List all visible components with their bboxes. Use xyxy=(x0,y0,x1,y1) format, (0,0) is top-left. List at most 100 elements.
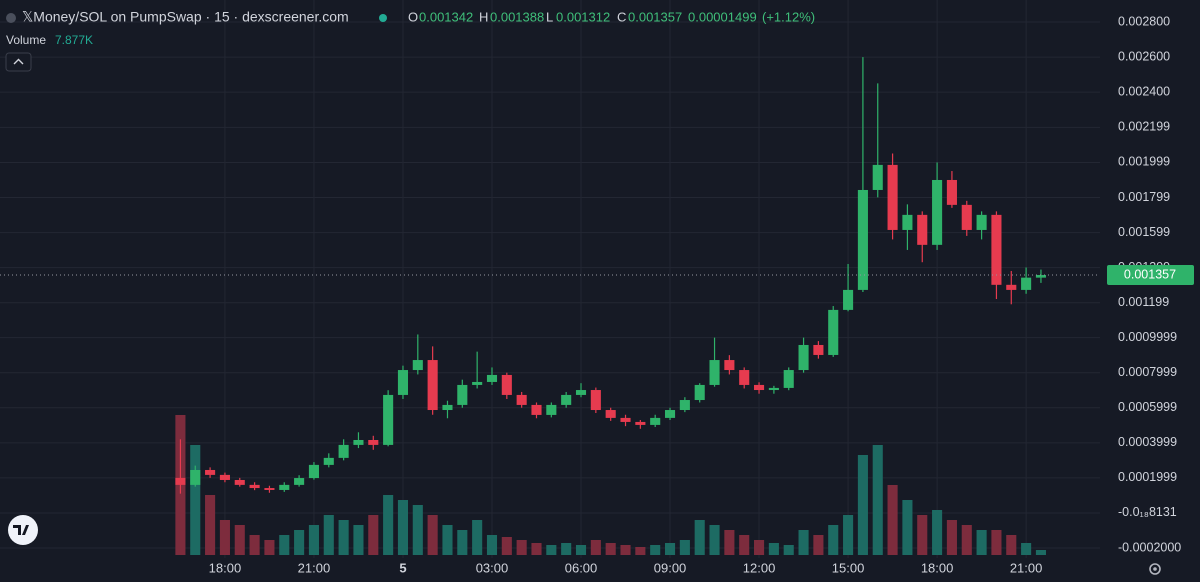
x-tick-label: 15:00 xyxy=(832,560,865,575)
y-tick-label: 0.001599 xyxy=(1118,225,1170,239)
volume-value: 7.877K xyxy=(55,33,93,47)
last-price-tag xyxy=(1107,265,1194,286)
candle-body xyxy=(219,474,230,480)
logo-mark[interactable] xyxy=(13,525,29,535)
candle-body xyxy=(976,214,987,230)
candle-body xyxy=(531,404,542,415)
volume-bar xyxy=(798,530,809,555)
settings-icon-center[interactable] xyxy=(1153,567,1157,571)
y-tick-label: -0.0002000 xyxy=(1118,540,1181,554)
candle-body xyxy=(457,384,468,405)
y-tick-label: 0.0007999 xyxy=(1118,365,1177,379)
candle-body xyxy=(650,417,661,425)
candle-body xyxy=(694,384,705,401)
volume-bar xyxy=(872,445,883,555)
volume-bar xyxy=(1006,535,1017,555)
volume-bar xyxy=(709,525,720,555)
x-tick-label: 5 xyxy=(399,560,406,575)
candle-body xyxy=(383,394,394,445)
candle-body xyxy=(175,477,186,485)
volume-bar xyxy=(679,540,690,555)
volume-bar xyxy=(294,530,305,555)
candle-body xyxy=(843,289,854,310)
candle-body xyxy=(501,374,512,395)
collapse-icon[interactable] xyxy=(13,58,24,65)
volume-layer xyxy=(175,415,1046,555)
settings-icon[interactable] xyxy=(1149,563,1161,575)
y-tick-label: 0.001199 xyxy=(1118,295,1169,309)
x-tick-label: 18:00 xyxy=(921,560,954,575)
candle-body xyxy=(234,479,245,485)
volume-bar xyxy=(472,520,483,555)
volume-bar xyxy=(1035,549,1046,555)
volume-bar xyxy=(605,543,616,555)
candle-body xyxy=(857,189,868,290)
settings-button[interactable] xyxy=(1149,563,1161,575)
x-tick-label: 18:00 xyxy=(209,560,242,575)
volume-bar xyxy=(635,547,646,555)
candle-body xyxy=(308,464,319,479)
axis-layer: 0.002800 0.002600 0.002400 0.002199 0.001999… xyxy=(209,14,1194,575)
collapse-button[interactable] xyxy=(5,52,32,72)
candle-body xyxy=(353,440,364,445)
volume-bar xyxy=(279,535,290,555)
volume-bar xyxy=(620,545,631,555)
volume-bar xyxy=(486,535,498,555)
volume-bar xyxy=(843,515,854,555)
volume-bar xyxy=(946,520,957,555)
candle-body xyxy=(739,370,750,385)
candle-body xyxy=(664,410,676,418)
ohlc-value: 0.001388 xyxy=(490,9,544,24)
candle-body xyxy=(516,394,527,405)
y-tick-label: 0.0009999 xyxy=(1118,330,1177,344)
volume-bar xyxy=(828,525,839,555)
collapse-box[interactable] xyxy=(5,52,32,72)
volume-bar xyxy=(575,545,587,555)
x-tick-label: 21:00 xyxy=(298,560,331,575)
candle-body xyxy=(486,374,498,382)
ohlc-letter: C xyxy=(617,9,626,24)
candle-body xyxy=(754,384,765,391)
volume-bar xyxy=(590,540,601,555)
volume-bar xyxy=(190,445,201,555)
candle-body xyxy=(961,204,972,230)
y-tick-label: 0.0005999 xyxy=(1118,400,1177,414)
candle-body xyxy=(190,469,201,485)
ohlc-letter: H xyxy=(479,9,488,24)
candle-body xyxy=(605,410,616,418)
y-tick-label: 0.001799 xyxy=(1118,190,1170,204)
y-tick-label: 0.001999 xyxy=(1118,155,1170,169)
x-tick-label: 06:00 xyxy=(565,560,598,575)
logo-circle[interactable] xyxy=(8,515,38,545)
volume-bar xyxy=(917,515,928,555)
volume-bar xyxy=(249,535,260,555)
candle-body xyxy=(205,469,216,475)
volume-bar xyxy=(427,515,438,555)
change-percent: (+1.12%) xyxy=(762,9,815,24)
tradingview-logo[interactable] xyxy=(8,515,38,545)
volume-bar xyxy=(205,495,216,555)
volume-bar xyxy=(650,545,661,555)
volume-bar xyxy=(857,455,868,555)
candle-body xyxy=(294,478,305,485)
x-tick-label: 12:00 xyxy=(743,560,776,575)
candle-body xyxy=(813,344,824,355)
x-tick-label: 03:00 xyxy=(476,560,509,575)
volume-bar xyxy=(1021,543,1032,555)
candle-body xyxy=(635,421,646,425)
y-tick-label: 0.002199 xyxy=(1118,120,1170,134)
candle-body xyxy=(783,370,794,388)
candle-body xyxy=(546,404,557,415)
candle-body xyxy=(887,164,898,230)
candle-body xyxy=(917,214,928,245)
x-tick-label: 21:00 xyxy=(1010,560,1043,575)
volume-bar xyxy=(234,525,245,555)
volume-bar xyxy=(353,525,364,555)
volume-bar xyxy=(902,500,913,555)
candle-body xyxy=(472,381,483,385)
status-dot xyxy=(379,14,387,22)
y-tick-label: 0.0001999 xyxy=(1118,470,1177,484)
volume-title: Volume xyxy=(6,33,46,47)
last-price-label: 0.001357 xyxy=(1124,267,1176,281)
volume-bar xyxy=(694,520,705,555)
